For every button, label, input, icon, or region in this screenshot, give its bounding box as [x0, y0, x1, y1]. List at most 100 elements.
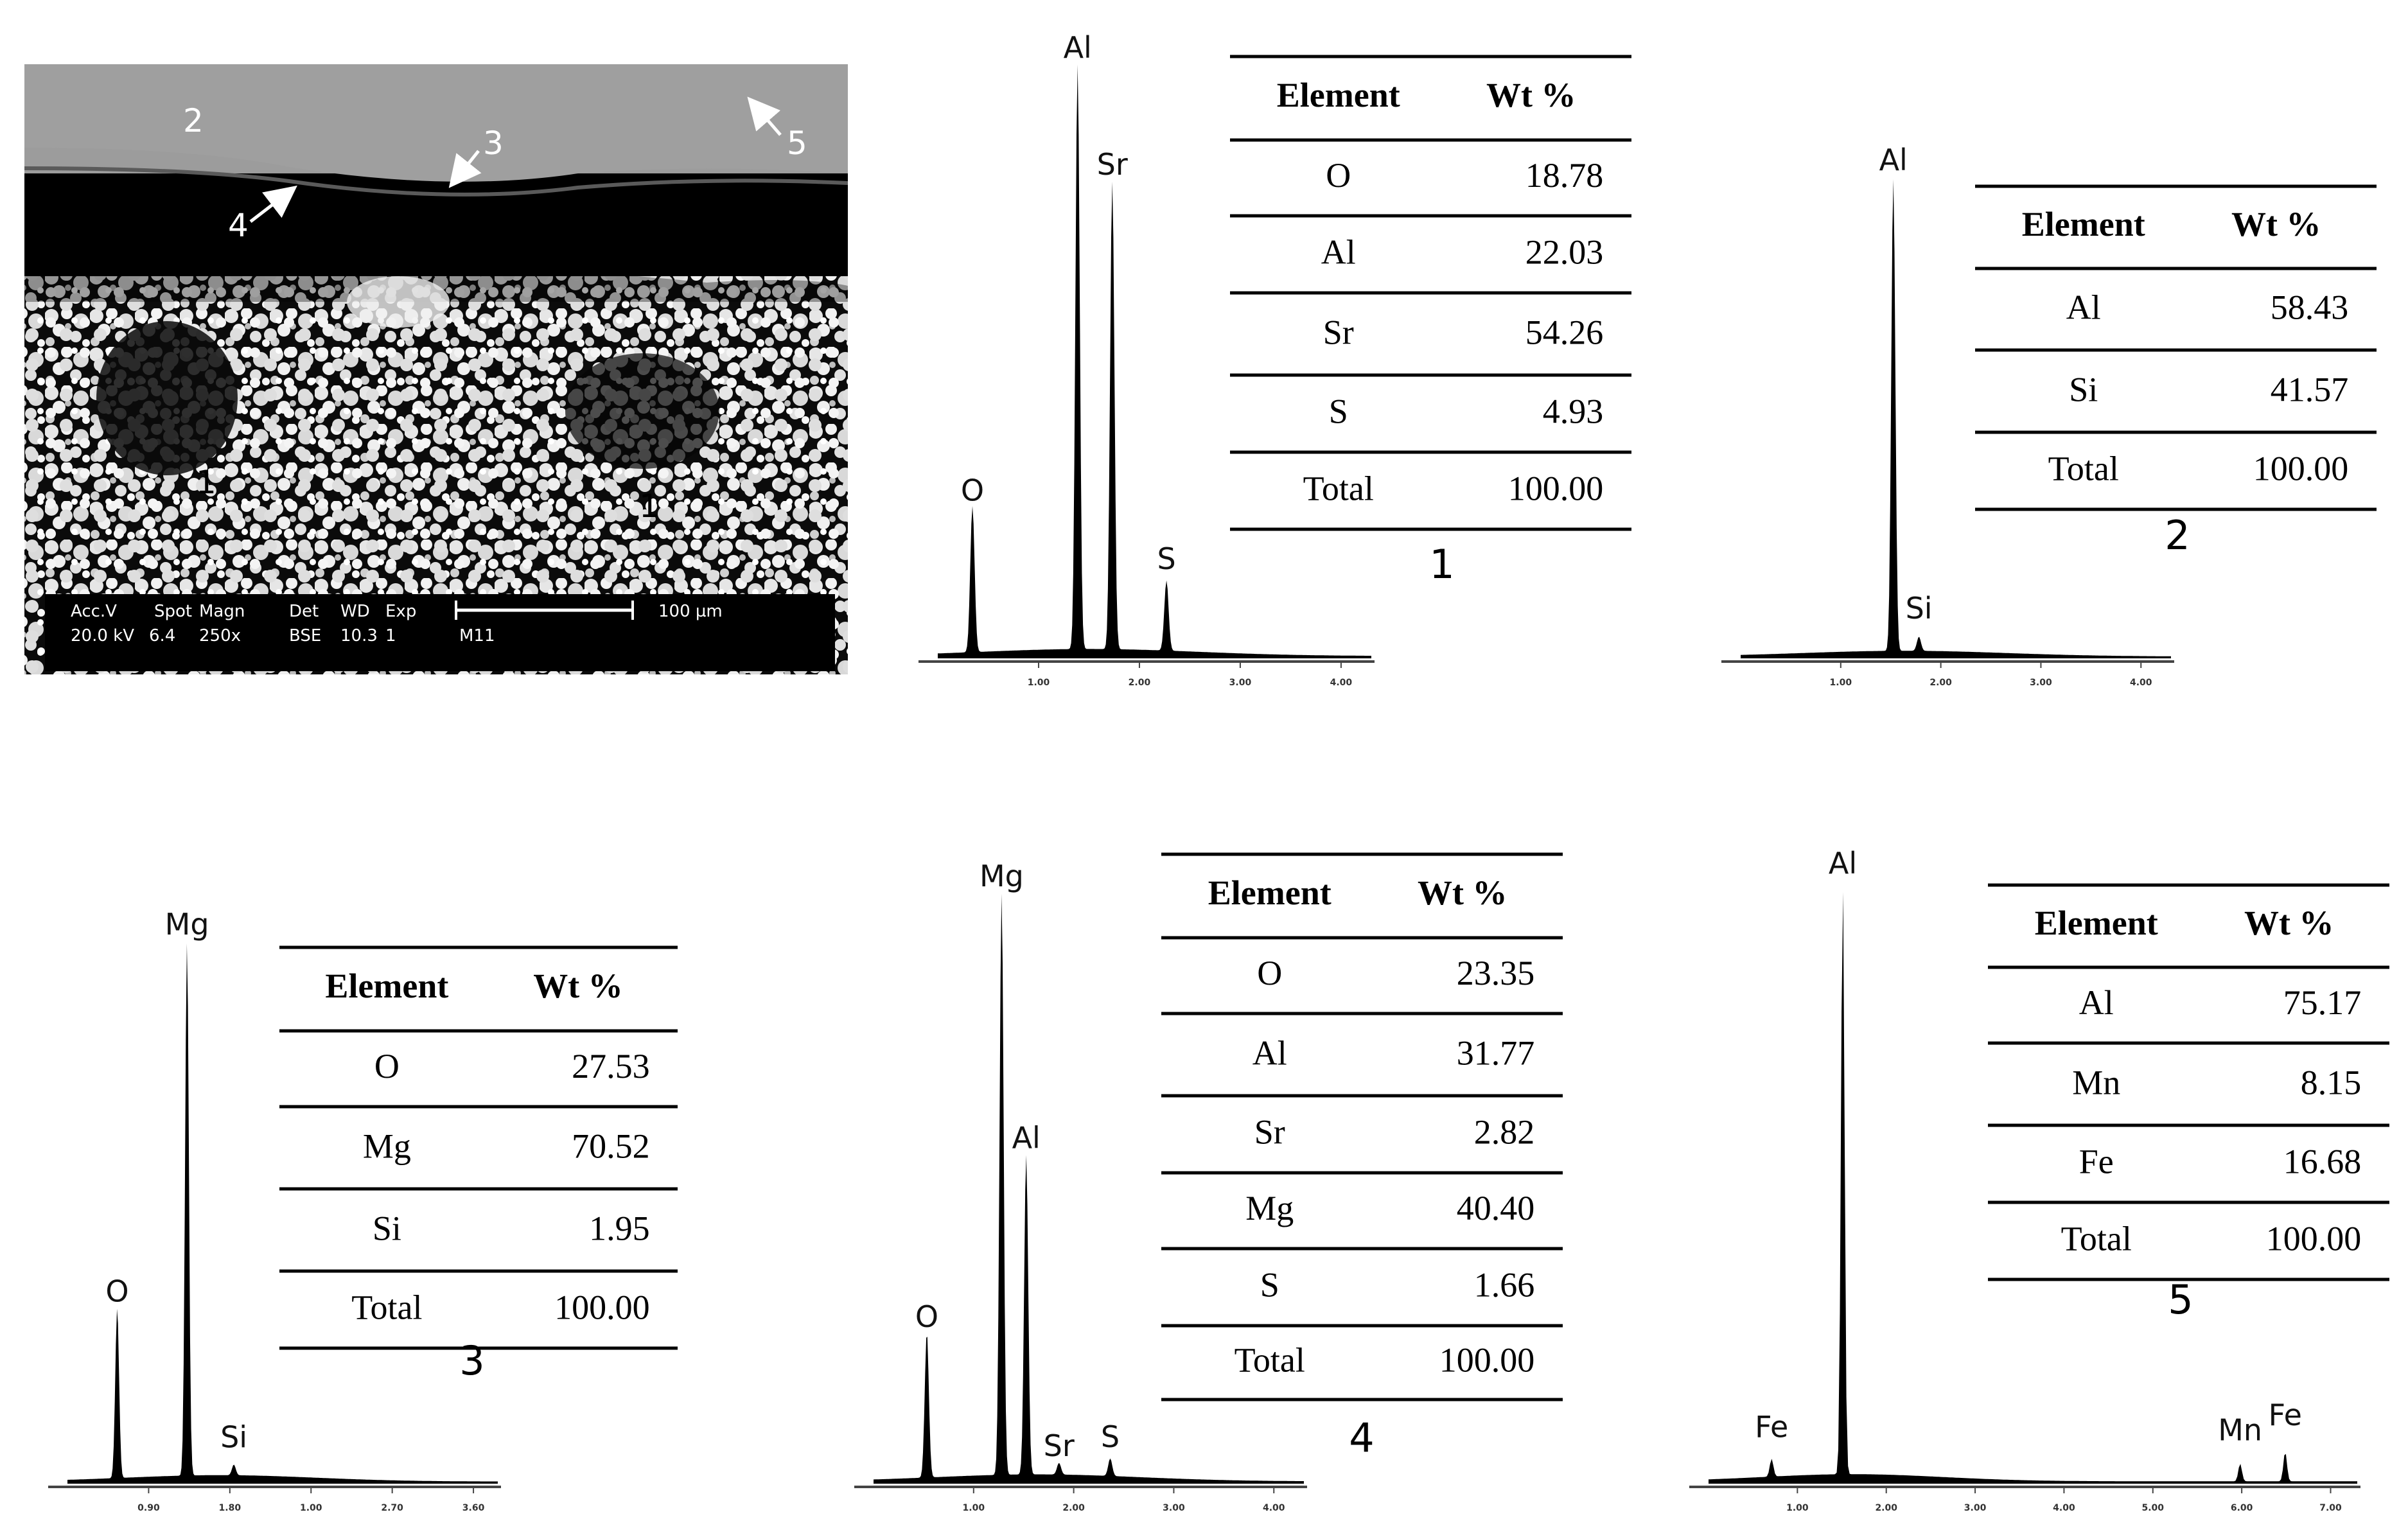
table-cell-element: Total	[2048, 449, 2119, 487]
x-tick-label: 6.00	[2231, 1503, 2253, 1513]
table-cell-element: Total	[2061, 1219, 2132, 1258]
table-cell-element: O	[1326, 156, 1351, 195]
table-cell-wt: 100.00	[1508, 469, 1604, 507]
info-header: Spot	[154, 602, 192, 621]
spectrum-trace	[1741, 179, 2171, 658]
x-tick-label: 4.00	[2130, 678, 2152, 688]
table-cell-element: Mg	[363, 1127, 411, 1165]
point-label-1b: 1	[639, 487, 660, 525]
peak-label-mg: Mg	[165, 907, 209, 942]
x-tick-label: 4.00	[2053, 1503, 2075, 1513]
info-value: BSE	[289, 626, 321, 645]
table-cell-element: Fe	[2079, 1142, 2114, 1181]
peak-label-al: Al	[1012, 1120, 1041, 1155]
table-cell-wt: 16.68	[2283, 1142, 2362, 1181]
table-cell-wt: 100.00	[2266, 1219, 2362, 1258]
arrow-5	[747, 96, 782, 136]
peak-label-sr: Sr	[1097, 147, 1128, 182]
table-cell-wt: 22.03	[1525, 233, 1604, 271]
eds-spectrum-1: 1.00 2.00 3.00 4.00 O Al Sr S	[918, 30, 1375, 688]
table-header-wt: Wt %	[1418, 874, 1507, 912]
table-cell-wt: 58.43	[2271, 288, 2349, 327]
info-value: 6.4	[149, 626, 175, 645]
info-value: 1	[385, 626, 396, 645]
spectrum-trace	[1709, 891, 2357, 1484]
peak-label-s: S	[1157, 541, 1175, 576]
composition-table-1: Element Wt % O 18.78 Al 22.03 Sr 54.26 S 4.93 Tota…	[1230, 55, 1631, 588]
x-tick-label: 4.00	[1263, 1503, 1285, 1513]
eds-spectrum-3: 0.90 1.80 1.00 2.70 3.60 O Mg Si	[48, 907, 501, 1513]
x-tick-label: 2.00	[1875, 1503, 1897, 1513]
eds-spectrum-2: 1.00 2.00 3.00 4.00 Al Si	[1721, 143, 2174, 688]
table-cell-element: O	[374, 1047, 400, 1085]
table-cell-element: Total	[351, 1288, 422, 1326]
point-label-2: 2	[183, 102, 204, 139]
table-cell-wt: 1.95	[589, 1209, 650, 1247]
table-cell-element: Total	[1235, 1340, 1305, 1379]
spectrum-trace	[874, 893, 1304, 1484]
peak-label-mn: Mn	[2218, 1412, 2262, 1447]
sem-micrograph: Acc.V Spot Magn Det WD Exp 20.0 kV 6.4 250x BSE 1…	[24, 64, 848, 674]
point-label-4: 4	[228, 207, 249, 244]
x-tick-label: 4.00	[1330, 678, 1353, 688]
panel-number: 4	[1349, 1414, 1374, 1461]
spectrum-trace	[938, 64, 1371, 658]
table-cell-wt: 2.82	[1474, 1112, 1535, 1151]
panel-number: 3	[459, 1337, 484, 1384]
peak-label-s: S	[1101, 1419, 1120, 1454]
table-cell-wt: 40.40	[1457, 1189, 1535, 1227]
table-cell-wt: 18.78	[1525, 156, 1604, 195]
x-tick-label: 2.00	[1929, 678, 1952, 688]
table-cell-wt: 27.53	[572, 1047, 650, 1085]
peak-label-sr: Sr	[1044, 1428, 1075, 1463]
info-header: Magn	[199, 602, 245, 621]
peak-label-al: Al	[1879, 143, 1908, 177]
peak-label-o: O	[105, 1274, 128, 1308]
eds-spectrum-4: 1.00 2.00 3.00 4.00 O Mg Al Sr S	[854, 859, 1307, 1513]
table-cell-wt: 31.77	[1457, 1033, 1535, 1072]
x-tick-label: 2.70	[381, 1503, 403, 1513]
x-tick-label: 3.00	[1964, 1503, 1987, 1513]
table-cell-element: O	[1257, 954, 1282, 992]
info-header: Exp	[385, 602, 416, 621]
composition-table-5: Element Wt % Al 75.17 Mn 8.15 Fe 16.68 Total 100.…	[1988, 883, 2389, 1323]
table-cell-wt: 54.26	[1525, 313, 1604, 351]
table-header-wt: Wt %	[533, 967, 622, 1005]
peak-label-mg: Mg	[980, 859, 1024, 893]
table-cell-wt: 75.17	[2283, 983, 2362, 1022]
table-cell-wt: 23.35	[1457, 954, 1535, 992]
x-tick-label: 2.00	[1129, 678, 1151, 688]
table-cell-element: Al	[2066, 288, 2101, 327]
table-header-element: Element	[325, 967, 448, 1005]
info-value: 10.3	[340, 626, 378, 645]
arrow-3	[448, 150, 482, 188]
table-header-element: Element	[1277, 76, 1400, 114]
x-tick-label: 1.00	[1830, 678, 1852, 688]
table-header-element: Element	[2035, 904, 2158, 942]
panel-number: 2	[2165, 512, 2190, 559]
info-value: M11	[459, 626, 495, 645]
table-cell-element: S	[1329, 392, 1348, 430]
table-cell-element: Sr	[1323, 313, 1354, 351]
x-tick-label: 3.00	[1229, 678, 1252, 688]
spectrum-trace	[67, 944, 498, 1484]
peak-label-si: Si	[1906, 591, 1933, 626]
x-tick-label: 1.00	[1786, 1503, 1809, 1513]
x-tick-label: 7.00	[2319, 1503, 2342, 1513]
micrograph-info-headers: Acc.V Spot Magn Det WD Exp	[71, 602, 416, 621]
table-cell-wt: 100.00	[1439, 1340, 1535, 1379]
table-cell-element: Mn	[2072, 1063, 2120, 1102]
peak-label-fe: Fe	[2269, 1398, 2302, 1432]
x-tick-label: 3.00	[2030, 678, 2052, 688]
point-label-1a: 1	[196, 464, 216, 501]
info-header: WD	[340, 602, 370, 621]
table-cell-element: S	[1260, 1265, 1279, 1304]
info-header: Det	[289, 602, 319, 621]
table-cell-element: Al	[1321, 233, 1356, 271]
table-cell-element: Sr	[1254, 1112, 1285, 1151]
x-tick-label: 1.00	[963, 1503, 985, 1513]
x-tick-label: 3.00	[1163, 1503, 1185, 1513]
table-cell-wt: 100.00	[554, 1288, 650, 1326]
